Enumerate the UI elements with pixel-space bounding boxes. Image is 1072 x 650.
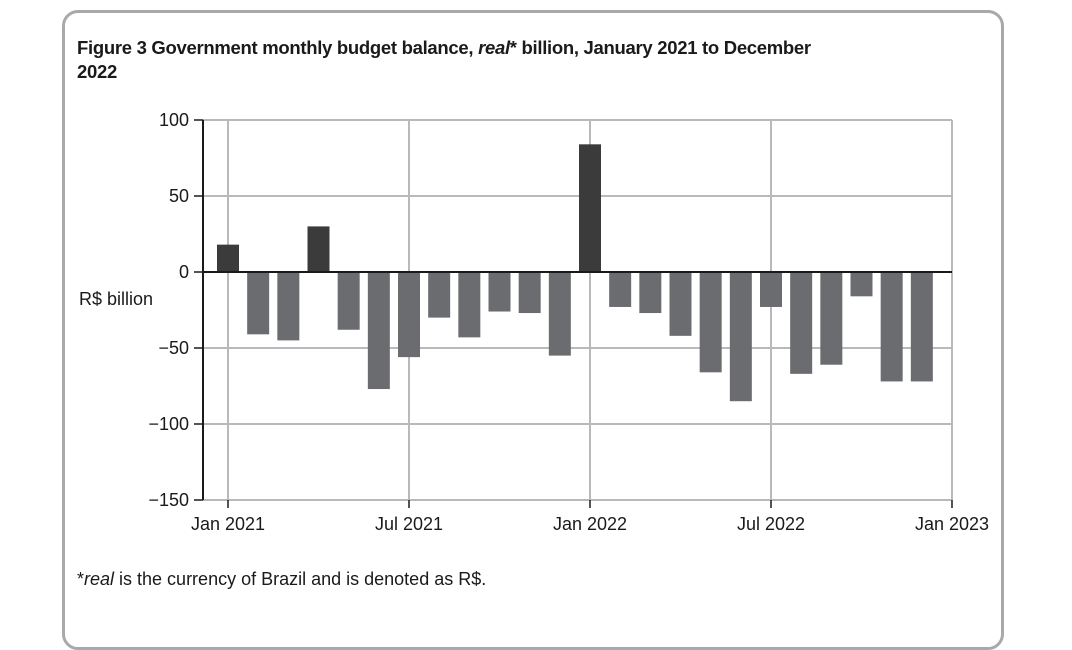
y-tick-label: 50 <box>169 186 189 206</box>
y-tick-label: 100 <box>159 110 189 130</box>
title-suffix: * billion, January 2021 to December 2022 <box>77 37 811 82</box>
x-tick-label: Jan 2022 <box>553 514 627 534</box>
bar-jun-2022 <box>729 272 752 402</box>
y-tick-label: 0 <box>179 262 189 282</box>
bar-may-2021 <box>337 272 360 330</box>
axes <box>194 119 953 508</box>
bar-aug-2021 <box>428 272 451 318</box>
footnote-suffix: is the currency of Brazil and is denoted… <box>114 569 487 589</box>
footnote-italic: real <box>84 569 115 589</box>
y-tick-label: −150 <box>148 490 189 510</box>
x-tick-label: Jan 2021 <box>191 514 265 534</box>
bar-dec-2022 <box>910 272 933 382</box>
bar-jan-2022 <box>579 144 601 272</box>
figure-card <box>62 10 1004 650</box>
bar-sep-2022 <box>820 272 843 365</box>
bar-may-2022 <box>699 272 722 373</box>
bar-mar-2021 <box>277 272 300 341</box>
bar-oct-2021 <box>488 272 511 312</box>
y-tick-label: −100 <box>148 414 189 434</box>
bar-nov-2021 <box>518 272 541 314</box>
bar-feb-2021 <box>247 272 270 335</box>
bar-jan-2021 <box>217 244 239 272</box>
bar-nov-2022 <box>880 272 903 382</box>
y-tick-label: −50 <box>158 338 189 358</box>
title-prefix: Figure 3 Government monthly budget balan… <box>77 37 479 58</box>
y-axis-label: R$ billion <box>79 289 153 309</box>
bar-jul-2021 <box>398 272 420 358</box>
bar-aug-2022 <box>790 272 813 374</box>
bar-dec-2021 <box>548 272 571 356</box>
bar-feb-2022 <box>609 272 632 307</box>
bar-jun-2021 <box>367 272 390 390</box>
bar-sep-2021 <box>458 272 481 338</box>
x-tick-label: Jan 2023 <box>915 514 989 534</box>
bar-apr-2021 <box>307 226 330 272</box>
bar-apr-2022 <box>669 272 692 336</box>
bars <box>217 144 933 402</box>
footnote: *real is the currency of Brazil and is d… <box>77 569 486 590</box>
bar-jul-2022 <box>760 272 782 307</box>
title-italic: real <box>478 37 510 58</box>
bar-mar-2022 <box>639 272 662 314</box>
footnote-prefix: * <box>77 569 85 589</box>
bar-oct-2022 <box>850 272 873 297</box>
x-tick-label: Jul 2022 <box>737 514 805 534</box>
x-tick-label: Jul 2021 <box>375 514 443 534</box>
figure-title: Figure 3 Government monthly budget balan… <box>77 36 837 84</box>
